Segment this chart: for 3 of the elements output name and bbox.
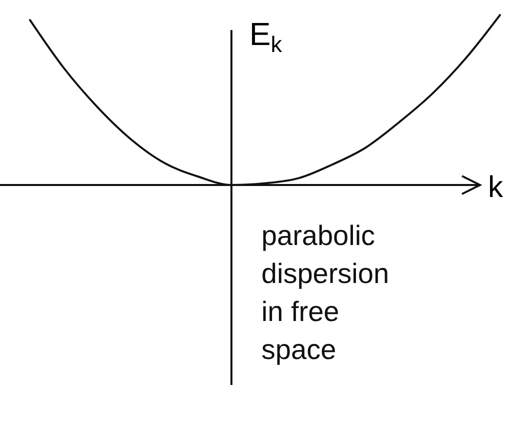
text: parabolic dispersion in free space [261, 220, 390, 365]
y-axis-title: E$_{k}$ [249, 16, 283, 57]
x-axis-title: k [488, 171, 504, 204]
